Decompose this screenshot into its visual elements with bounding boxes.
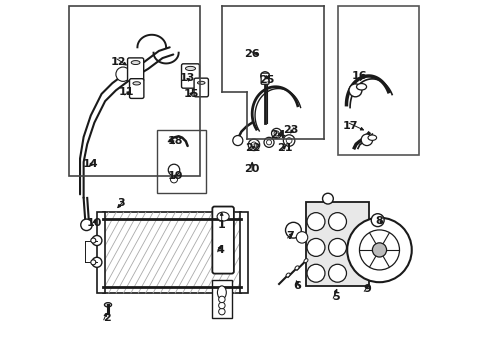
FancyBboxPatch shape: [129, 79, 144, 98]
Text: 4: 4: [217, 245, 224, 255]
Text: 15: 15: [184, 89, 199, 99]
Text: 10: 10: [87, 218, 102, 228]
Text: 16: 16: [352, 71, 368, 81]
Text: 12: 12: [111, 57, 126, 67]
Text: 22: 22: [245, 143, 261, 153]
Text: 8: 8: [376, 216, 383, 226]
Circle shape: [264, 137, 274, 147]
Text: 6: 6: [293, 281, 301, 291]
Circle shape: [286, 138, 292, 143]
Circle shape: [81, 219, 92, 230]
Circle shape: [271, 129, 282, 138]
Text: 5: 5: [333, 292, 340, 302]
Text: 3: 3: [118, 198, 125, 208]
Ellipse shape: [357, 84, 367, 90]
Text: 20: 20: [245, 164, 260, 174]
Text: 13: 13: [180, 73, 196, 83]
Circle shape: [307, 238, 325, 256]
Circle shape: [361, 134, 373, 145]
Circle shape: [91, 238, 96, 243]
FancyBboxPatch shape: [181, 64, 199, 88]
Ellipse shape: [295, 266, 299, 270]
Bar: [240, 212, 248, 293]
Circle shape: [329, 238, 346, 256]
Circle shape: [219, 309, 225, 315]
Ellipse shape: [218, 286, 226, 299]
Text: 1: 1: [218, 220, 225, 230]
Circle shape: [251, 142, 257, 148]
Bar: [97, 212, 105, 293]
Circle shape: [261, 72, 270, 80]
Circle shape: [219, 302, 225, 309]
FancyBboxPatch shape: [127, 58, 144, 81]
Text: 11: 11: [119, 87, 134, 97]
Circle shape: [296, 231, 308, 243]
Circle shape: [248, 139, 260, 150]
Circle shape: [372, 243, 387, 257]
Bar: [103, 212, 242, 293]
Circle shape: [274, 131, 279, 136]
Text: 21: 21: [277, 143, 292, 153]
Circle shape: [92, 235, 102, 246]
Ellipse shape: [286, 273, 290, 277]
FancyBboxPatch shape: [194, 78, 208, 97]
Text: 17: 17: [343, 121, 359, 131]
Circle shape: [233, 135, 243, 145]
Bar: [338, 6, 419, 155]
Circle shape: [286, 222, 301, 238]
Text: 25: 25: [259, 75, 274, 85]
Circle shape: [349, 84, 362, 97]
Circle shape: [219, 296, 225, 303]
Ellipse shape: [133, 82, 141, 85]
Circle shape: [360, 230, 399, 270]
Circle shape: [307, 213, 325, 230]
Circle shape: [347, 218, 412, 282]
Ellipse shape: [197, 81, 205, 84]
Circle shape: [371, 214, 384, 226]
Ellipse shape: [217, 212, 229, 221]
Ellipse shape: [304, 259, 308, 263]
Ellipse shape: [131, 60, 140, 64]
Circle shape: [168, 164, 180, 176]
Circle shape: [329, 213, 346, 230]
Circle shape: [322, 193, 333, 204]
Bar: [157, 130, 205, 193]
Text: 26: 26: [245, 49, 260, 59]
Circle shape: [267, 140, 271, 145]
Text: 23: 23: [283, 125, 298, 135]
Ellipse shape: [104, 303, 112, 307]
Circle shape: [171, 176, 177, 183]
Ellipse shape: [368, 135, 377, 140]
FancyBboxPatch shape: [261, 73, 269, 84]
Text: 18: 18: [167, 136, 183, 145]
Text: 7: 7: [286, 231, 294, 240]
Text: 14: 14: [83, 159, 98, 169]
Bar: [212, 280, 232, 318]
Circle shape: [116, 67, 130, 81]
Text: 19: 19: [167, 171, 183, 181]
Circle shape: [283, 135, 295, 146]
FancyBboxPatch shape: [212, 207, 234, 274]
Circle shape: [91, 260, 96, 265]
Ellipse shape: [186, 66, 196, 71]
Circle shape: [329, 264, 346, 282]
Circle shape: [92, 257, 102, 267]
Text: 2: 2: [103, 313, 111, 323]
Bar: [306, 202, 368, 286]
Circle shape: [307, 264, 325, 282]
Text: 9: 9: [363, 284, 371, 294]
Bar: [69, 6, 200, 176]
Text: 24: 24: [270, 130, 286, 140]
